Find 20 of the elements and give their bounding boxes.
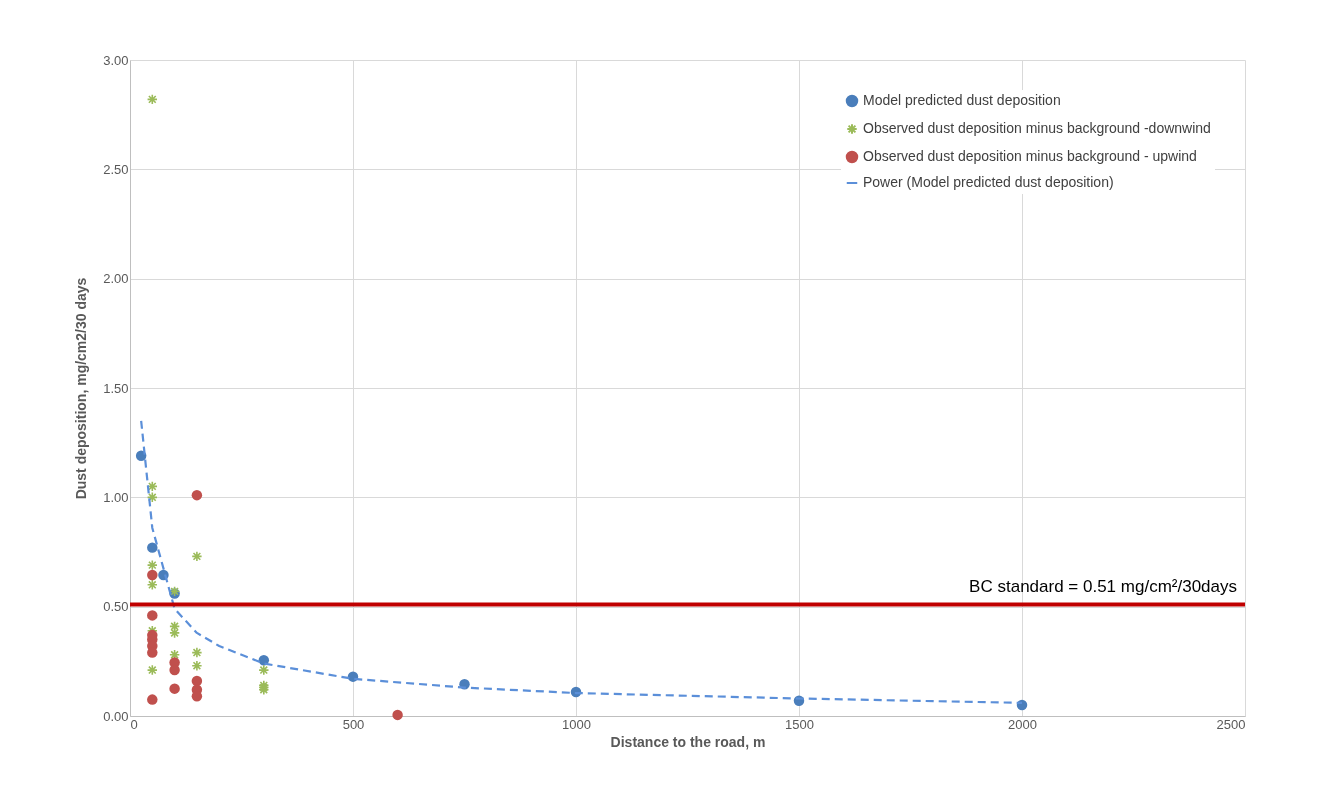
x-tick-label: 1000 xyxy=(562,716,591,732)
legend-label: Observed dust deposition minus background - upwind xyxy=(863,148,1197,164)
y-tick-label: 2.50 xyxy=(103,161,129,177)
x-axis-title: Distance to the road, m xyxy=(610,733,766,750)
ref-line-label: BC standard = 0.51 mg/cm²/30days xyxy=(969,577,1237,597)
y-tick-label: 1.50 xyxy=(103,380,129,396)
x-tick-label: 1500 xyxy=(785,716,814,732)
legend-label: Power (Model predicted dust deposition) xyxy=(863,174,1114,190)
x-tick-label: 0 xyxy=(130,716,138,732)
x-tick-label: 2000 xyxy=(1008,716,1037,732)
y-tick-label: 0.50 xyxy=(103,599,129,615)
y-tick-label: 2.00 xyxy=(103,271,129,287)
legend-label: Observed dust deposition minus background -downwind xyxy=(863,120,1211,136)
legend-label: Model predicted dust deposition xyxy=(863,92,1061,108)
y-tick-label: 0.00 xyxy=(103,708,129,724)
y-tick-label: 3.00 xyxy=(103,52,129,68)
y-tick-label: 1.00 xyxy=(103,489,129,505)
x-tick-label: 2500 xyxy=(1216,716,1246,732)
x-tick-label: 500 xyxy=(342,716,365,732)
y-axis-title: Dust deposition, mg/cm2/30 days xyxy=(73,277,90,500)
